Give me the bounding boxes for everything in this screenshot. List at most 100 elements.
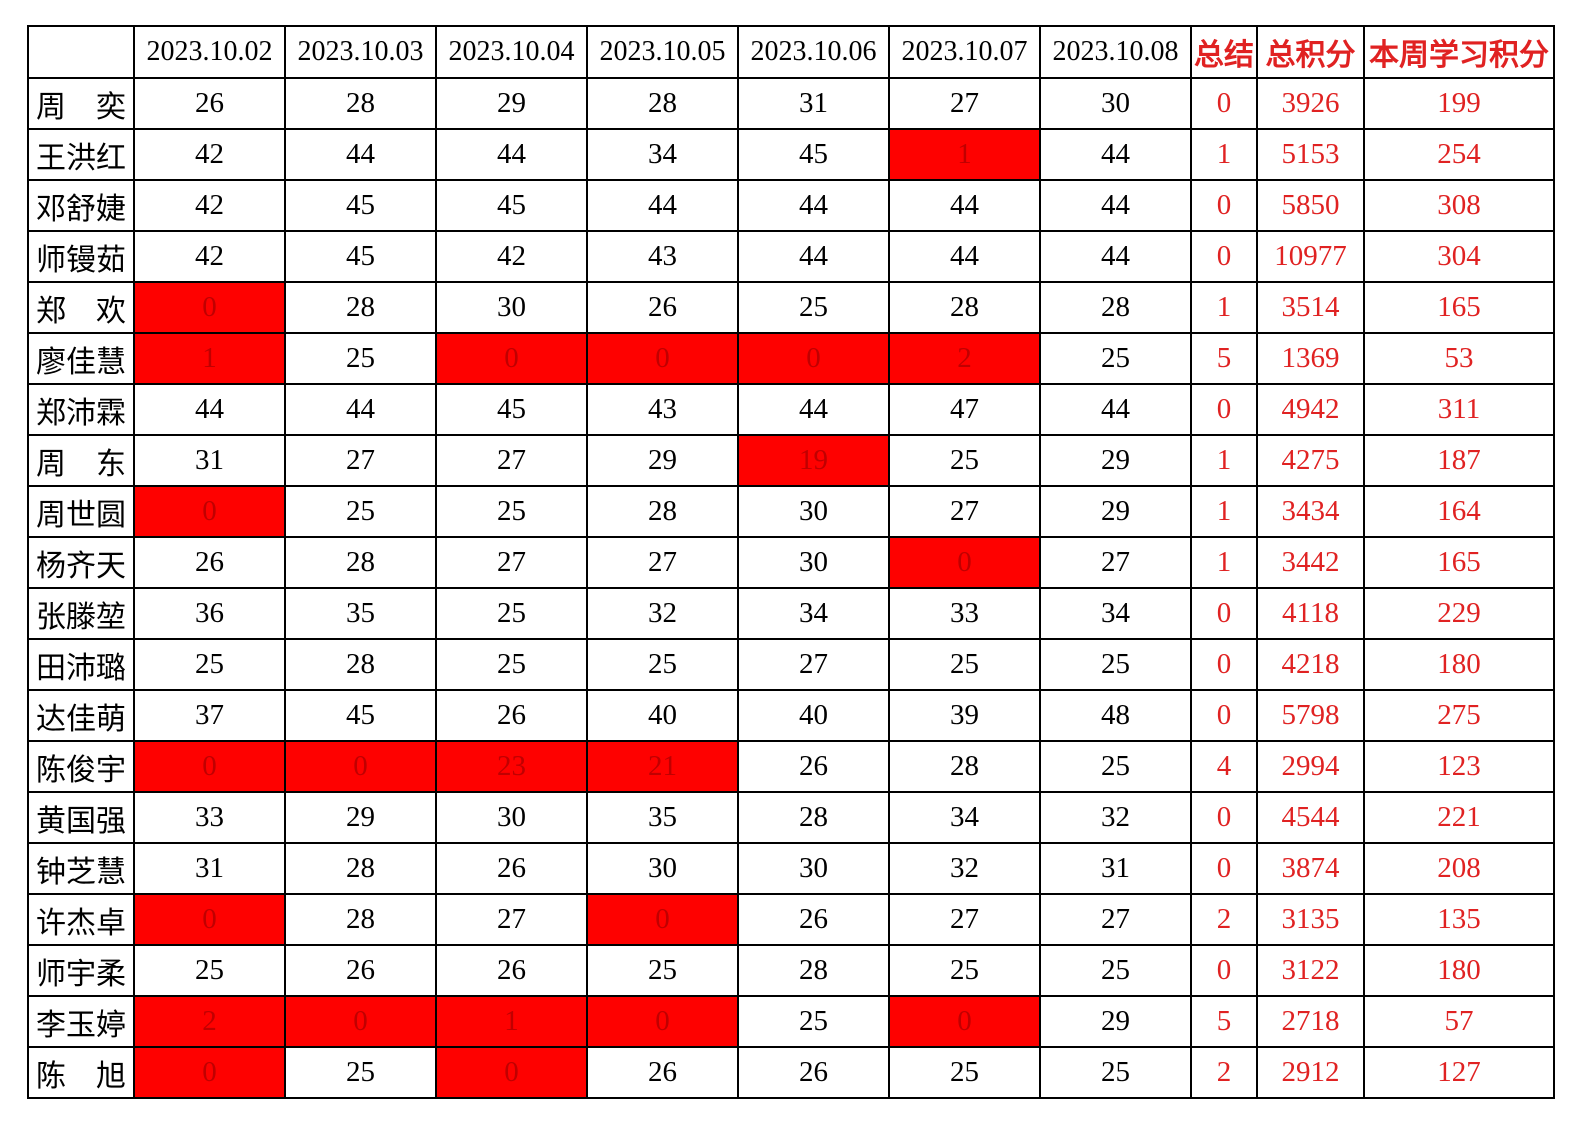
day-score-cell: 25 (435, 638, 588, 691)
day-score-cell: 28 (1039, 281, 1192, 334)
day-score-cell: 25 (888, 434, 1041, 487)
total-points-cell: 3122 (1256, 944, 1365, 997)
day-score-cell: 30 (737, 485, 890, 538)
day-score-cell: 44 (1039, 179, 1192, 232)
student-name-cell: 黄国强 (27, 791, 135, 844)
day-score-cell: 26 (435, 842, 588, 895)
day-score-cell: 28 (284, 536, 437, 589)
day-score-cell: 26 (435, 689, 588, 742)
student-name-cell: 田沛璐 (27, 638, 135, 691)
day-score-cell: 36 (133, 587, 286, 640)
day-score-cell: 29 (284, 791, 437, 844)
day-score-cell: 25 (435, 485, 588, 538)
day-score-cell: 28 (888, 281, 1041, 334)
highlighted-day-score-cell: 0 (133, 485, 286, 538)
highlighted-day-score-cell: 1 (435, 995, 588, 1048)
day-score-cell: 31 (1039, 842, 1192, 895)
day-score-cell: 25 (888, 944, 1041, 997)
total-points-cell: 1369 (1256, 332, 1365, 385)
total-points-cell: 3442 (1256, 536, 1365, 589)
week-study-points-cell: 57 (1363, 995, 1555, 1048)
total-points-cell: 2912 (1256, 1046, 1365, 1099)
day-score-cell: 25 (888, 1046, 1041, 1099)
day-score-cell: 33 (133, 791, 286, 844)
total-points-cell: 3135 (1256, 893, 1365, 946)
summary-count-cell: 1 (1190, 434, 1258, 487)
day-score-cell: 28 (737, 791, 890, 844)
total-points-cell: 5850 (1256, 179, 1365, 232)
summary-count-cell: 4 (1190, 740, 1258, 793)
week-study-points-cell: 254 (1363, 128, 1555, 181)
day-score-cell: 43 (586, 383, 739, 436)
day-score-cell: 25 (1039, 740, 1192, 793)
summary-count-cell: 1 (1190, 536, 1258, 589)
highlighted-day-score-cell: 0 (284, 995, 437, 1048)
column-header-date-5: 2023.10.06 (737, 25, 890, 79)
day-score-cell: 30 (435, 791, 588, 844)
student-name-cell: 师宇柔 (27, 944, 135, 997)
week-study-points-cell: 304 (1363, 230, 1555, 283)
day-score-cell: 29 (586, 434, 739, 487)
total-points-cell: 4218 (1256, 638, 1365, 691)
day-score-cell: 26 (737, 1046, 890, 1099)
student-name-cell: 李玉婷 (27, 995, 135, 1048)
highlighted-day-score-cell: 0 (586, 995, 739, 1048)
summary-count-cell: 1 (1190, 281, 1258, 334)
student-name-cell: 陈俊宇 (27, 740, 135, 793)
student-name-cell: 钟芝慧 (27, 842, 135, 895)
day-score-cell: 40 (586, 689, 739, 742)
student-name-cell: 周 奕 (27, 77, 135, 130)
table-row: 周世圆 0 25 25 28 30 27 29 1 3434 164 (27, 485, 1555, 538)
day-score-cell: 26 (435, 944, 588, 997)
day-score-cell: 26 (133, 536, 286, 589)
column-header-date-1: 2023.10.02 (133, 25, 286, 79)
table-row: 师镘茹 42 45 42 43 44 44 44 0 10977 304 (27, 230, 1555, 283)
day-score-cell: 45 (435, 383, 588, 436)
student-name-cell: 周世圆 (27, 485, 135, 538)
day-score-cell: 32 (888, 842, 1041, 895)
column-header-date-3: 2023.10.04 (435, 25, 588, 79)
day-score-cell: 32 (586, 587, 739, 640)
day-score-cell: 30 (586, 842, 739, 895)
day-score-cell: 26 (284, 944, 437, 997)
highlighted-day-score-cell: 21 (586, 740, 739, 793)
column-header-total-9: 总积分 (1256, 25, 1365, 79)
student-name-cell: 许杰卓 (27, 893, 135, 946)
day-score-cell: 44 (737, 230, 890, 283)
day-score-cell: 45 (284, 689, 437, 742)
highlighted-day-score-cell: 1 (888, 128, 1041, 181)
table-row: 杨齐天 26 28 27 27 30 0 27 1 3442 165 (27, 536, 1555, 589)
total-points-cell: 2718 (1256, 995, 1365, 1048)
student-name-cell: 廖佳慧 (27, 332, 135, 385)
highlighted-day-score-cell: 0 (737, 332, 890, 385)
day-score-cell: 44 (133, 383, 286, 436)
day-score-cell: 44 (737, 179, 890, 232)
day-score-cell: 28 (284, 281, 437, 334)
table-row: 王洪红 42 44 44 34 45 1 44 1 5153 254 (27, 128, 1555, 181)
day-score-cell: 27 (888, 893, 1041, 946)
total-points-cell: 2994 (1256, 740, 1365, 793)
week-study-points-cell: 180 (1363, 944, 1555, 997)
day-score-cell: 27 (888, 77, 1041, 130)
week-study-points-cell: 308 (1363, 179, 1555, 232)
summary-count-cell: 0 (1190, 179, 1258, 232)
day-score-cell: 47 (888, 383, 1041, 436)
day-score-cell: 28 (284, 77, 437, 130)
highlighted-day-score-cell: 0 (435, 1046, 588, 1099)
table-row: 师宇柔 25 26 26 25 28 25 25 0 3122 180 (27, 944, 1555, 997)
column-header-week-10: 本周学习积分 (1363, 25, 1555, 79)
highlighted-day-score-cell: 0 (586, 332, 739, 385)
day-score-cell: 32 (1039, 791, 1192, 844)
day-score-cell: 30 (737, 842, 890, 895)
total-points-cell: 5798 (1256, 689, 1365, 742)
day-score-cell: 44 (586, 179, 739, 232)
week-study-points-cell: 165 (1363, 536, 1555, 589)
summary-count-cell: 0 (1190, 689, 1258, 742)
total-points-cell: 4942 (1256, 383, 1365, 436)
day-score-cell: 27 (435, 434, 588, 487)
table-row: 许杰卓 0 28 27 0 26 27 27 2 3135 135 (27, 893, 1555, 946)
total-points-cell: 4544 (1256, 791, 1365, 844)
day-score-cell: 27 (888, 485, 1041, 538)
day-score-cell: 27 (435, 536, 588, 589)
day-score-cell: 45 (284, 230, 437, 283)
